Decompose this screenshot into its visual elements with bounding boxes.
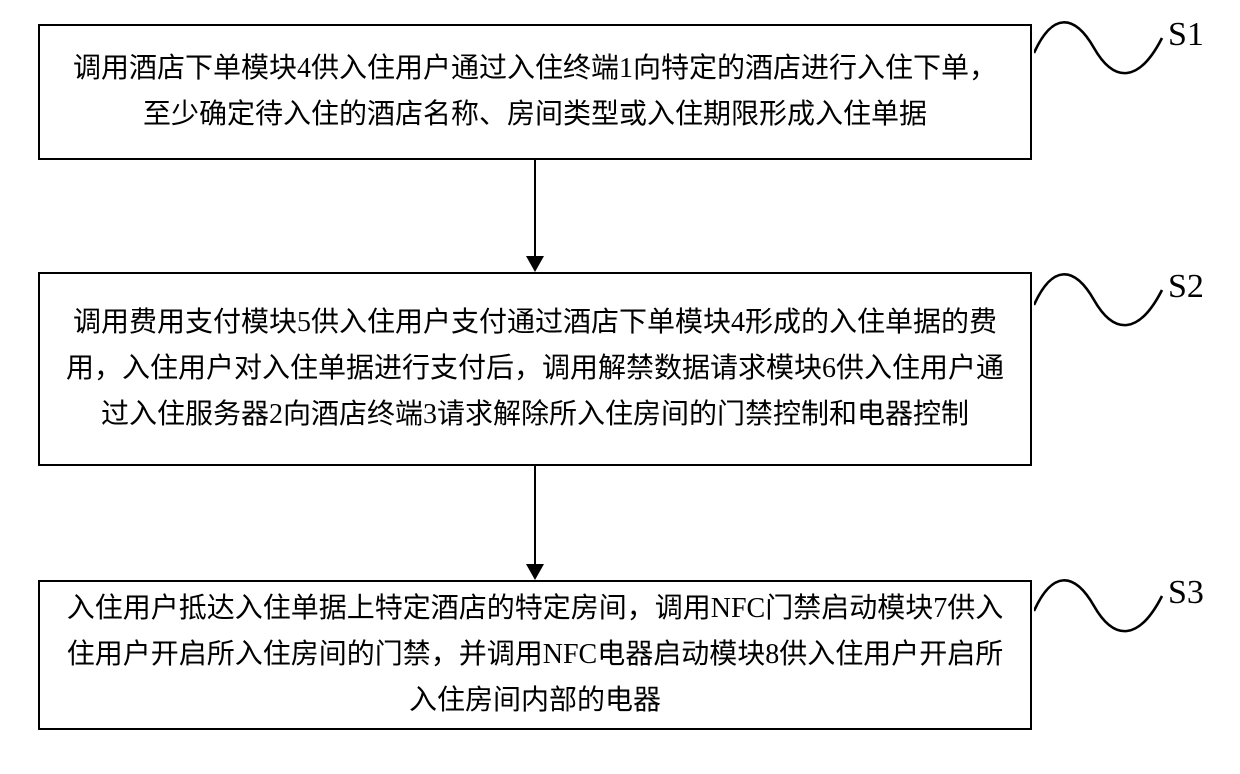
wave-connector-s2	[1034, 260, 1164, 330]
wave-connector-s1	[1034, 8, 1164, 78]
step-text-s1: 调用酒店下单模块4供入住用户通过入住终端1向特定的酒店进行入住下单，至少确定待入…	[60, 46, 1010, 138]
step-box-s1: 调用酒店下单模块4供入住用户通过入住终端1向特定的酒店进行入住下单，至少确定待入…	[38, 24, 1032, 160]
arrow-head-s1-s2	[526, 256, 544, 272]
step-label-s1: S1	[1168, 16, 1204, 54]
step-box-s3: 入住用户抵达入住单据上特定酒店的特定房间，调用NFC门禁启动模块7供入住用户开启…	[38, 580, 1032, 730]
step-label-s2: S2	[1168, 268, 1204, 306]
step-text-s2: 调用费用支付模块5供入住用户支付通过酒店下单模块4形成的入住单据的费用，入住用户…	[60, 300, 1010, 439]
step-text-s3: 入住用户抵达入住单据上特定酒店的特定房间，调用NFC门禁启动模块7供入住用户开启…	[60, 586, 1010, 725]
step-box-s2: 调用费用支付模块5供入住用户支付通过酒店下单模块4形成的入住单据的费用，入住用户…	[38, 272, 1032, 466]
wave-connector-s3	[1034, 566, 1164, 636]
arrow-s2-s3	[534, 466, 536, 564]
arrow-s1-s2	[534, 160, 536, 256]
step-label-s3: S3	[1168, 574, 1204, 612]
flowchart-container: 调用酒店下单模块4供入住用户通过入住终端1向特定的酒店进行入住下单，至少确定待入…	[0, 0, 1240, 774]
arrow-head-s2-s3	[526, 564, 544, 580]
